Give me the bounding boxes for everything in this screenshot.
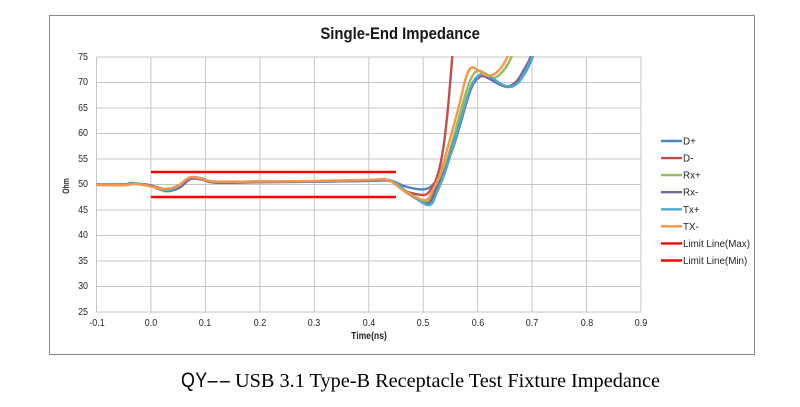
svg-text:D-: D- (683, 154, 693, 165)
svg-text:TX-: TX- (683, 222, 699, 233)
svg-text:Rx+: Rx+ (683, 171, 701, 182)
svg-text:Rx-: Rx- (683, 188, 698, 199)
svg-text:Limit Line(Max): Limit Line(Max) (683, 239, 750, 250)
svg-text:D+: D+ (683, 137, 696, 148)
svg-text:Limit Line(Min): Limit Line(Min) (683, 256, 747, 267)
svg-text:Tx+: Tx+ (683, 205, 700, 216)
